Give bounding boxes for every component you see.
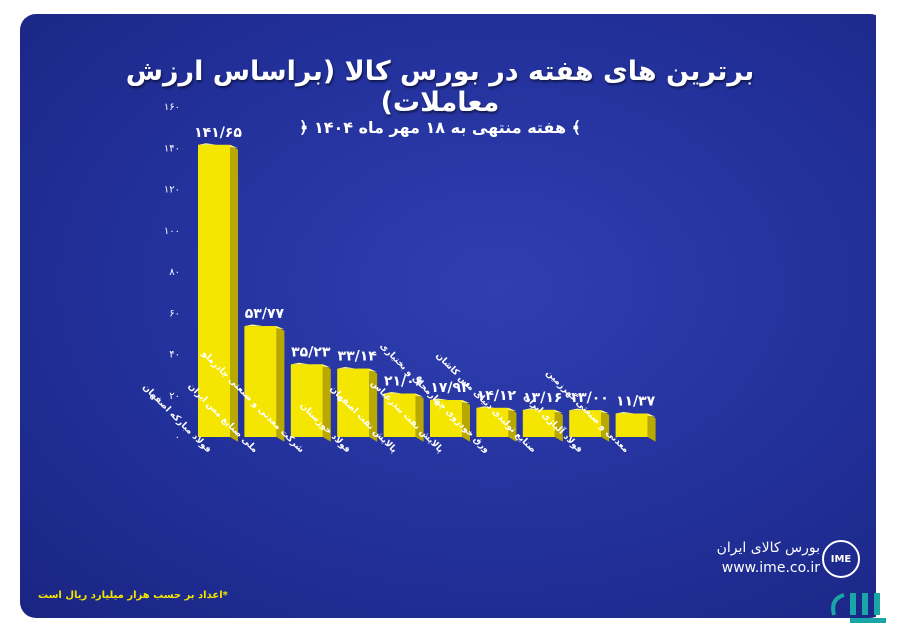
bar-side: [601, 410, 610, 442]
bar-top: [337, 367, 378, 372]
data-label: ۱۳/۱۶: [523, 390, 562, 406]
y-tick-label: ۸۰: [169, 267, 180, 278]
data-label: ۲۱/۰۶: [384, 374, 423, 390]
data-label: ۱۷/۹۲: [430, 380, 470, 396]
bar-top: [569, 408, 610, 414]
y-tick-label: ۴۰: [169, 350, 180, 361]
bar: [522, 409, 555, 437]
y-tick-label: ۰: [175, 432, 180, 443]
data-label: ۱۱/۳۷: [616, 394, 656, 410]
brand-name: بورس کالای ایران: [716, 540, 820, 556]
bar: [337, 368, 370, 437]
bar-top: [198, 143, 238, 149]
bar-side: [554, 409, 563, 442]
bar-side: [647, 413, 656, 442]
bar: [383, 393, 416, 437]
bar: [615, 413, 648, 437]
data-label: ۱۴/۱۲: [477, 388, 517, 404]
brand-block: بورس کالای ایران www.ime.co.ir: [700, 540, 820, 576]
y-tick-label: ۱۶۰: [164, 102, 180, 113]
bar: [430, 400, 462, 437]
bar-top: [244, 324, 285, 330]
bar-side: [230, 144, 238, 442]
brand-url: www.ime.co.ir: [721, 560, 820, 576]
bar-top: [522, 408, 563, 414]
bar: [476, 407, 509, 437]
bar-side: [369, 368, 378, 442]
bar: [198, 144, 230, 438]
bar-side: [508, 407, 517, 442]
y-tick-label: ۱۲۰: [164, 185, 180, 196]
bar-top: [430, 398, 470, 404]
bar: [569, 410, 602, 437]
y-tick-label: ۶۰: [169, 308, 180, 319]
y-tick-label: ۲۰: [169, 391, 180, 402]
chart-background: [20, 14, 886, 618]
bar-side: [415, 393, 424, 442]
bar-top: [476, 406, 517, 412]
data-label: ۳۵/۲۳: [291, 344, 331, 360]
data-label: ۵۳/۷۷: [245, 306, 285, 322]
data-label: ۳۳/۱۴: [338, 349, 378, 365]
chart-subtitle: ﴾ هفته منتهی به ۱۸ مهر ماه ۱۴۰۴ ﴿: [299, 118, 581, 137]
watermark-logo-icon: [831, 593, 886, 623]
y-tick-label: ۱۰۰: [164, 226, 180, 237]
data-label: ۱۳/۰۰: [570, 390, 609, 406]
bar: [244, 326, 277, 437]
bar-top: [615, 411, 656, 417]
page-edge: [876, 14, 900, 618]
bar-side: [462, 400, 470, 442]
y-tick-label: ۱۴۰: [164, 143, 180, 154]
bar: [290, 364, 323, 437]
chart-title: برترین های هفته در بورس کالا (براساس ارز…: [125, 56, 755, 118]
footnote: *اعداد بر حسب هزار میلیارد ریال است: [38, 590, 228, 601]
bar-side: [322, 364, 331, 442]
bar-top: [383, 391, 424, 397]
data-label: ۱۴۱/۶۵: [194, 125, 242, 141]
bar-top: [290, 362, 331, 368]
ime-logo-icon: IME: [822, 540, 860, 578]
bar-side: [276, 326, 285, 442]
